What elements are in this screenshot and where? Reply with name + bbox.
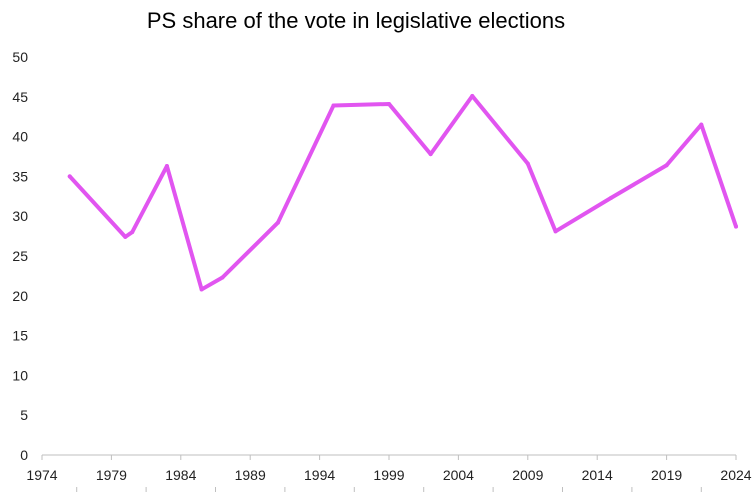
- y-tick-label: 45: [12, 89, 28, 105]
- data-point: [387, 101, 391, 106]
- data-point: [164, 164, 169, 169]
- x-tick-label: 2014: [582, 467, 613, 483]
- y-tick-label: 20: [12, 288, 28, 304]
- y-tick-label: 35: [12, 168, 28, 184]
- y-tick-label: 40: [12, 129, 28, 145]
- x-tick-label: 1994: [304, 467, 335, 483]
- x-tick-label: 1974: [26, 467, 57, 483]
- x-axis-labels: 1974 1979 1984 1989 1994 1999 2004 2009 2014 2019…: [26, 467, 751, 483]
- chart-title: PS share of the vote in legislative elec…: [146, 8, 566, 33]
- x-tick-label: 1999: [373, 467, 404, 483]
- data-point: [525, 161, 530, 166]
- x-tick-label: 2004: [443, 467, 474, 483]
- data-point: [734, 224, 738, 229]
- y-axis-labels: 0 5 10 15 20 25 30 35 40 45 50: [12, 49, 28, 463]
- x-tick-label: 1984: [165, 467, 196, 483]
- data-point: [428, 152, 433, 157]
- y-tick-label: 25: [12, 248, 28, 264]
- y-tick-label: 0: [20, 447, 28, 463]
- y-tick-label: 10: [12, 367, 28, 383]
- data-point: [609, 195, 614, 200]
- y-tick-label: 5: [20, 407, 28, 423]
- x-tick-label: 1989: [235, 467, 266, 483]
- data-point: [699, 122, 704, 127]
- x-tick-label: 2024: [720, 467, 751, 483]
- x-tick-label: 2019: [651, 467, 682, 483]
- data-point: [130, 230, 135, 235]
- data-point: [331, 103, 336, 108]
- series-group: [67, 94, 738, 292]
- x-tick-label: 2009: [512, 467, 543, 483]
- data-point: [553, 229, 558, 234]
- data-point: [664, 163, 669, 168]
- data-point: [199, 287, 204, 292]
- data-point: [275, 220, 280, 225]
- series-line-ps: [67, 94, 738, 292]
- data-point: [123, 234, 128, 239]
- x-tick-label: 1979: [96, 467, 127, 483]
- x-axis: [41, 454, 737, 492]
- data-point: [470, 94, 475, 99]
- y-tick-label: 30: [12, 208, 28, 224]
- y-tick-label: 15: [12, 328, 28, 344]
- y-tick-label: 50: [12, 49, 28, 65]
- data-point: [67, 174, 72, 179]
- data-point: [220, 275, 225, 280]
